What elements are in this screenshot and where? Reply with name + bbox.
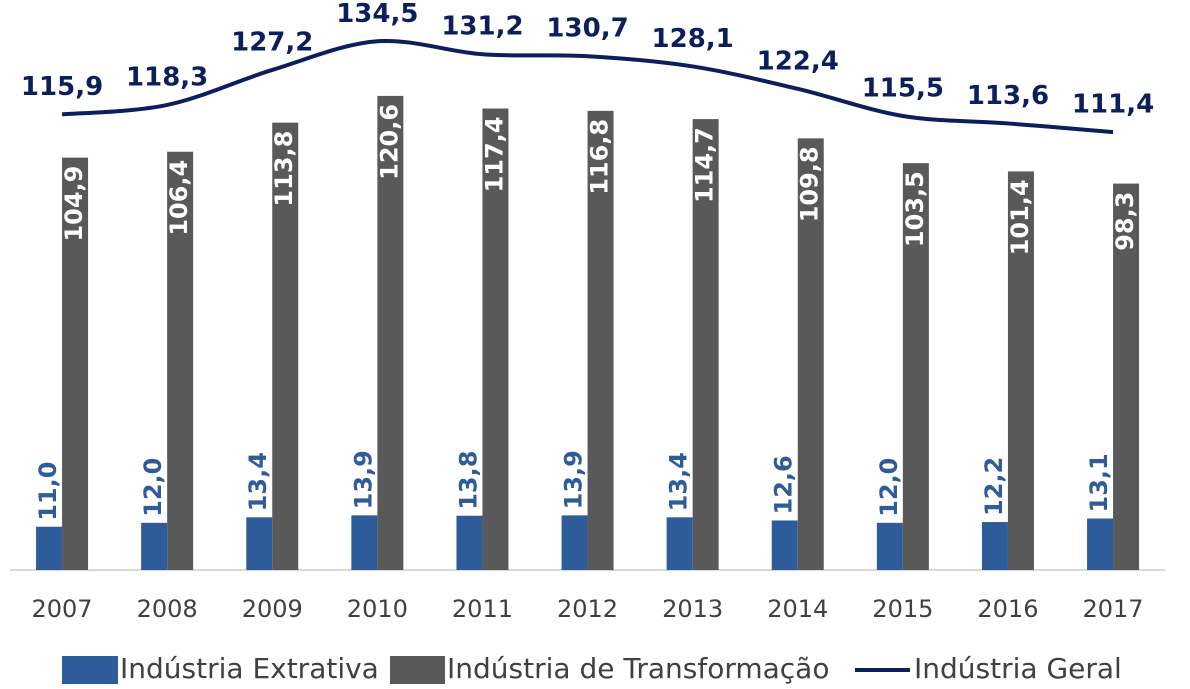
- x-tick-label: 2013: [662, 595, 723, 623]
- x-tick-label: 2015: [872, 595, 933, 623]
- bar: [167, 151, 194, 571]
- x-tick-label: 2010: [347, 595, 408, 623]
- data-label: 114,7: [691, 127, 719, 203]
- data-label: 11,0: [34, 462, 62, 521]
- data-label: 127,2: [231, 27, 313, 57]
- bar: [246, 517, 273, 570]
- data-label: 13,9: [349, 450, 377, 509]
- data-label: 12,0: [875, 458, 903, 517]
- x-tick-label: 2012: [557, 595, 618, 623]
- data-label: 12,2: [980, 457, 1008, 516]
- data-label: 12,6: [770, 455, 798, 514]
- bar: [62, 157, 89, 571]
- bar: [981, 522, 1008, 570]
- data-label: 109,8: [796, 146, 824, 222]
- data-label: 117,4: [480, 116, 508, 192]
- data-label: 131,2: [441, 12, 523, 42]
- data-label: 111,4: [1072, 90, 1154, 120]
- data-label: 122,4: [757, 46, 839, 76]
- data-label: 134,5: [336, 0, 418, 29]
- x-tick-label: 2011: [452, 595, 513, 623]
- data-label: 13,9: [560, 450, 588, 509]
- data-label: 130,7: [546, 14, 628, 44]
- bar: [272, 122, 299, 570]
- x-tick-label: 2016: [977, 595, 1038, 623]
- data-label: 12,0: [139, 458, 167, 517]
- data-label: 103,5: [901, 171, 929, 247]
- x-tick-label: 2014: [767, 595, 828, 623]
- bar: [797, 138, 824, 570]
- bar: [377, 95, 404, 571]
- legend-swatch: [62, 656, 118, 684]
- bar: [1007, 171, 1034, 570]
- x-tick-label: 2017: [1083, 595, 1144, 623]
- bar: [587, 110, 614, 571]
- data-label: 128,1: [652, 24, 734, 54]
- bar: [876, 522, 903, 570]
- bar: [771, 520, 798, 570]
- data-label: 13,4: [665, 452, 693, 511]
- data-label: 13,8: [454, 451, 482, 510]
- data-label: 106,4: [165, 160, 193, 236]
- legend-label: Indústria Extrativa: [120, 652, 379, 685]
- bar: [666, 517, 693, 570]
- data-label: 113,8: [270, 131, 298, 207]
- data-label: 120,6: [375, 104, 403, 180]
- data-label: 115,9: [21, 72, 103, 102]
- data-label: 104,9: [60, 166, 88, 242]
- data-label: 98,3: [1111, 192, 1139, 251]
- data-label: 101,4: [1006, 179, 1034, 255]
- data-label: 116,8: [586, 119, 614, 195]
- legend-label: Indústria de Transformação: [447, 652, 829, 685]
- legend-label: Indústria Geral: [914, 652, 1122, 685]
- data-label: 13,1: [1085, 453, 1113, 512]
- data-label: 115,5: [862, 73, 944, 103]
- bar: [482, 108, 509, 570]
- bar: [1087, 518, 1114, 570]
- bar: [692, 119, 719, 570]
- data-label: 113,6: [967, 81, 1049, 111]
- data-label: 118,3: [126, 62, 208, 92]
- x-tick-label: 2007: [32, 595, 93, 623]
- line: [61, 38, 1114, 135]
- bar: [141, 522, 168, 570]
- x-tick-label: 2009: [242, 595, 303, 623]
- data-label: 13,4: [244, 452, 272, 511]
- bar: [456, 515, 483, 570]
- bar: [351, 515, 378, 570]
- bar: [1113, 183, 1140, 570]
- x-tick-label: 2008: [137, 595, 198, 623]
- legend-swatch: [390, 656, 445, 684]
- bar: [36, 526, 63, 570]
- bar: [902, 163, 929, 570]
- bar: [561, 515, 588, 570]
